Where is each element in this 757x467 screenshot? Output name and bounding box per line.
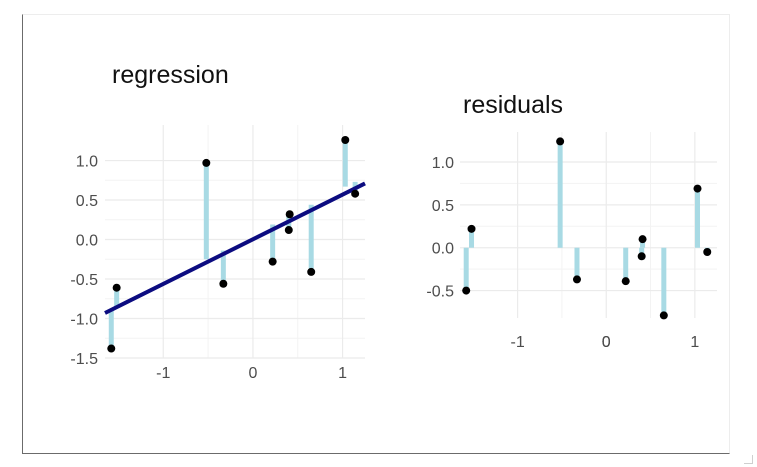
x-tick-label: 0 [602, 334, 611, 351]
data-point [112, 283, 121, 292]
figure-frame [22, 14, 730, 454]
x-tick-label: -1 [156, 365, 170, 382]
data-point [462, 286, 471, 295]
data-point [307, 267, 316, 276]
data-point [341, 136, 350, 145]
data-point [467, 224, 476, 233]
x-tick-label: 0 [248, 365, 257, 382]
x-tick-label: 1 [690, 334, 699, 351]
y-tick-label: -0.5 [426, 284, 454, 301]
x-tick-label: 0 [602, 334, 611, 351]
y-tick-label: 0.0 [432, 241, 454, 258]
y-tick-label: -0.5 [70, 272, 98, 289]
data-point [621, 277, 630, 286]
data-point [637, 252, 646, 261]
data-point [202, 158, 211, 167]
data-point [703, 248, 712, 256]
y-tick-label: 0.5 [432, 198, 454, 215]
regression-line [104, 181, 366, 315]
regression-title: regression [112, 61, 229, 89]
residuals-title: residuals [463, 91, 563, 119]
x-tick-label: 1 [338, 365, 347, 382]
data-point [638, 235, 647, 244]
data-point [219, 279, 228, 288]
x-tick-label: -1 [510, 334, 524, 351]
data-point [572, 275, 581, 284]
y-tick-label: 0.0 [76, 233, 98, 250]
y-tick-label: -1.5 [70, 351, 98, 368]
data-point [556, 137, 565, 146]
data-point [107, 344, 116, 353]
y-tick-label: 0.5 [76, 193, 98, 210]
data-point [351, 189, 360, 198]
resize-corner [744, 455, 753, 464]
regression-panel: regression -1.5 -1.0 -0.5 0.0 0.5 1.0 -1 0 1 [70, 61, 366, 382]
data-point [693, 184, 702, 193]
residuals-panel: residuals -0.50.00.51.0-1 00 1 [426, 91, 717, 351]
y-tick-label: 1.0 [76, 154, 98, 171]
data-point [285, 210, 294, 219]
data-point [268, 257, 277, 266]
data-point [284, 226, 293, 235]
y-tick-label: -1.0 [70, 312, 98, 329]
y-tick-label: 1.0 [432, 155, 454, 172]
data-point [659, 311, 668, 320]
